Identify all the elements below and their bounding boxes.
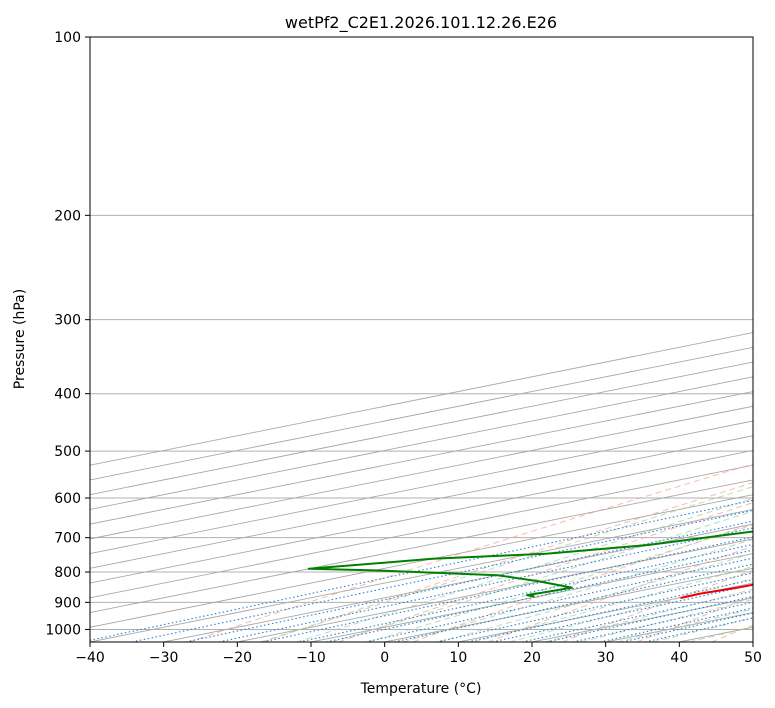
isotherm-line [90, 494, 753, 628]
dry-adiabat [263, 482, 753, 642]
y-tick-label: 100 [54, 30, 81, 46]
mixing-ratio-line [599, 607, 753, 642]
x-tick-label: 10 [449, 650, 467, 666]
moist-adiabat [260, 486, 753, 642]
x-tick-label: −10 [296, 650, 326, 666]
moist-adiabat [544, 588, 753, 642]
isotherm-line [90, 450, 753, 584]
mixing-ratio-line [645, 617, 753, 642]
x-tick-label: −30 [149, 650, 179, 666]
y-tick-label: 1000 [45, 622, 81, 638]
isotherm-line [90, 464, 753, 599]
y-tick-label: 300 [54, 313, 81, 329]
moist-adiabat [473, 566, 753, 642]
mixing-ratio-line [131, 509, 753, 642]
isotherm-line [90, 508, 753, 642]
y-tick-label: 700 [54, 531, 81, 547]
mixing-ratio-line [262, 536, 753, 642]
x-tick-label: 30 [597, 650, 615, 666]
x-tick-label: 40 [670, 650, 688, 666]
mixing-ratio-line [521, 590, 753, 642]
dewpoint-profile [307, 530, 753, 598]
isotherm-line [90, 435, 753, 569]
moist-adiabat [402, 538, 753, 642]
x-tick-label: 0 [380, 650, 389, 666]
mixing-ratio-line [572, 601, 753, 642]
dry-adiabat [487, 545, 753, 642]
y-tick-label: 500 [54, 444, 81, 460]
axes: −40 −30 −20 −10 0 10 20 30 40 50 100 200 300 400 500 60… [45, 30, 762, 666]
x-tick-label: −20 [223, 650, 253, 666]
x-axis-label: Temperature (°C) [360, 681, 482, 697]
isotherm-line [90, 332, 753, 466]
mixing-ratio-line [365, 557, 753, 642]
mixing-ratio-line [546, 595, 753, 642]
moist-adiabat [296, 497, 753, 642]
mixing-ratio-line [218, 527, 753, 642]
mixing-ratio-line [622, 612, 753, 642]
x-tick-label: −40 [75, 650, 105, 666]
x-tick-label: 50 [744, 650, 762, 666]
y-tick-label: 900 [54, 595, 81, 611]
isotherm-line [163, 523, 753, 642]
dry-adiabat [636, 595, 753, 642]
y-tick-label: 600 [54, 491, 81, 507]
dry-adiabat [188, 463, 753, 642]
chart-title: wetPf2_C2E1.2026.101.12.26.E26 [285, 13, 557, 33]
dry-adiabat [412, 523, 753, 642]
moist-adiabat [331, 510, 753, 642]
y-axis-label: Pressure (hPa) [12, 289, 28, 389]
plot-frame [89, 36, 754, 643]
isotherm-line [90, 479, 753, 613]
x-tick-label: 20 [523, 650, 541, 666]
mixing-ratio-line [185, 520, 753, 642]
isotherm-line [237, 538, 753, 642]
y-tick-label: 400 [54, 387, 81, 403]
isotherm-line [90, 420, 753, 555]
moist-adiabat [580, 598, 753, 642]
y-tick-label: 800 [54, 565, 81, 581]
y-tick-label: 200 [54, 208, 81, 224]
